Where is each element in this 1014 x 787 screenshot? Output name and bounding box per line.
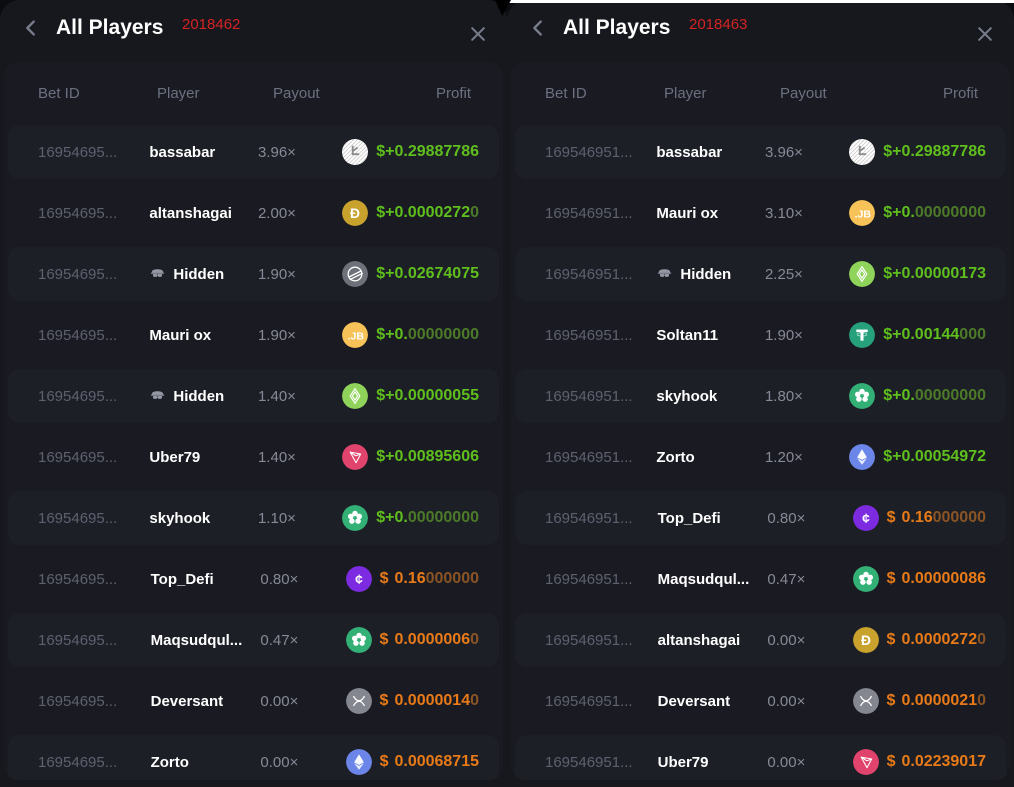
svg-text:.JB: .JB: [855, 208, 872, 220]
svg-text:¢: ¢: [355, 571, 363, 587]
svg-text:¢: ¢: [862, 510, 870, 526]
svg-text:.JB: .JB: [348, 330, 365, 342]
svg-text:Đ: Đ: [350, 205, 360, 221]
svg-text:Đ: Đ: [861, 632, 871, 648]
